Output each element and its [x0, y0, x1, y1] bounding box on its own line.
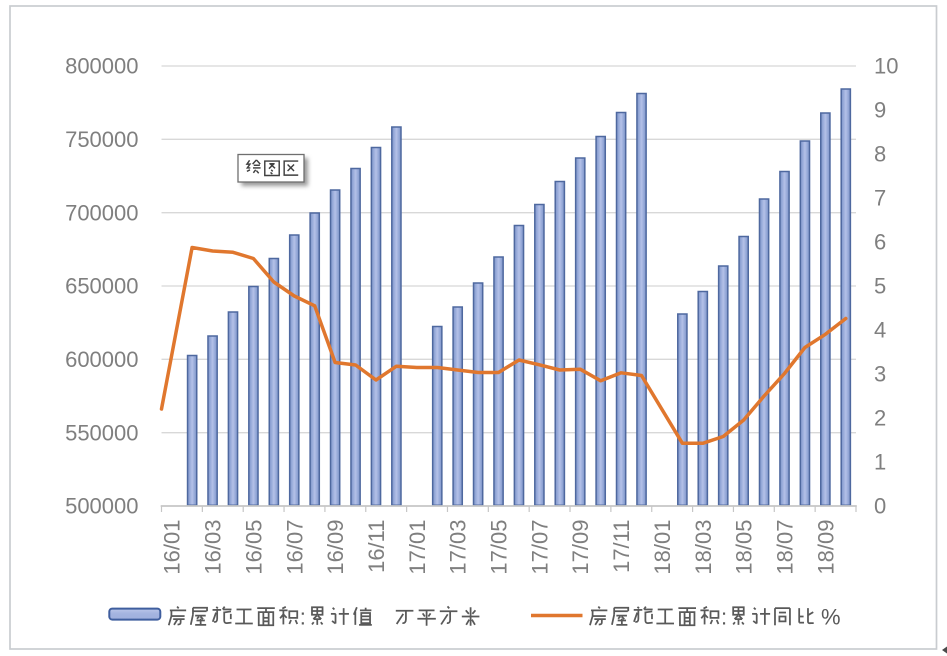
svg-text:18/09: 18/09 [813, 520, 838, 575]
svg-text::: : [721, 605, 727, 630]
svg-text:500000: 500000 [65, 494, 138, 519]
svg-text:600000: 600000 [65, 347, 138, 372]
svg-text:16/01: 16/01 [160, 520, 185, 575]
svg-text:10: 10 [874, 54, 898, 79]
svg-text:650000: 650000 [65, 274, 138, 299]
svg-text:800000: 800000 [65, 54, 138, 79]
svg-text:17/11: 17/11 [609, 520, 634, 573]
svg-text:4: 4 [874, 318, 886, 343]
svg-text:18/05: 18/05 [732, 520, 757, 575]
svg-text:6: 6 [874, 230, 886, 255]
svg-text:550000: 550000 [65, 420, 138, 445]
svg-text:700000: 700000 [65, 200, 138, 225]
svg-text:16/09: 16/09 [323, 520, 348, 575]
svg-text:750000: 750000 [65, 127, 138, 152]
svg-text:2: 2 [874, 406, 886, 431]
svg-text:18/01: 18/01 [650, 520, 675, 575]
svg-text:7: 7 [874, 186, 886, 211]
svg-text::: : [300, 605, 306, 630]
svg-text:16/05: 16/05 [241, 520, 266, 575]
svg-text:17/03: 17/03 [446, 520, 471, 575]
svg-text:17/05: 17/05 [487, 520, 512, 575]
svg-text:0: 0 [874, 494, 886, 519]
svg-text:16/03: 16/03 [201, 520, 226, 575]
svg-text:1: 1 [874, 450, 886, 475]
svg-text:17/07: 17/07 [527, 520, 552, 575]
svg-text:16/07: 16/07 [282, 520, 307, 575]
svg-text:16/11: 16/11 [364, 520, 389, 573]
svg-text:18/07: 18/07 [773, 520, 798, 575]
svg-text:18/03: 18/03 [691, 520, 716, 575]
svg-text:%: % [821, 605, 841, 630]
svg-text:3: 3 [874, 362, 886, 387]
svg-text:9: 9 [874, 98, 886, 123]
svg-text:17/09: 17/09 [568, 520, 593, 575]
svg-text:5: 5 [874, 274, 886, 299]
svg-text:8: 8 [874, 142, 886, 167]
svg-text:17/01: 17/01 [405, 520, 430, 575]
